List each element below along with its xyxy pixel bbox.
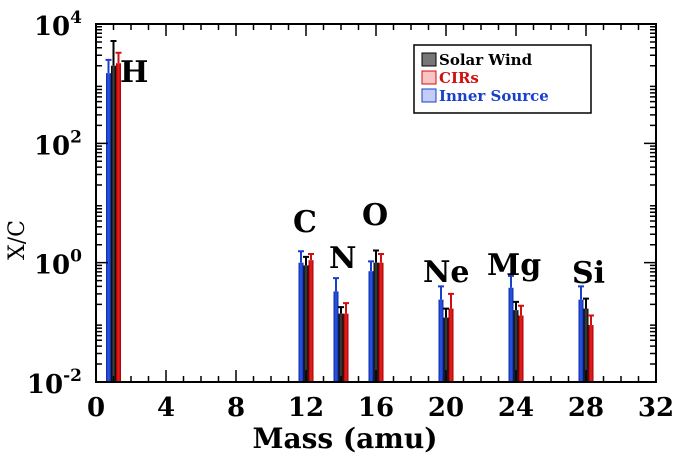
element-label-ne: Ne	[423, 255, 470, 290]
bar-inner-source-20	[438, 299, 444, 382]
x-tick-label-0: 0	[87, 393, 105, 423]
legend-swatch-solar-wind	[421, 52, 437, 67]
x-tick-label-4: 4	[157, 393, 175, 423]
x-tick-label-12: 12	[288, 393, 324, 423]
bar-inner-source-16	[368, 271, 374, 382]
error-bar-inner-source-28	[578, 285, 584, 300]
plot-frame	[95, 23, 657, 383]
y-tick-label--2: 10-2	[27, 366, 82, 400]
y-axis-title: X/C	[5, 220, 30, 260]
error-bar-solar-wind-16	[373, 249, 379, 263]
error-bar-inner-source-24	[508, 274, 514, 288]
y-tick-labels: 10-2 100 102 104	[27, 8, 82, 400]
x-tick-label-32: 32	[638, 393, 674, 423]
bar-cirs-14	[343, 313, 349, 382]
legend-swatch-cirs	[421, 70, 437, 85]
error-bar-cirs-16	[378, 252, 384, 263]
legend-label-cirs: CIRs	[439, 69, 479, 87]
x-tick-label-20: 20	[428, 393, 464, 423]
error-bar-cirs-12	[308, 252, 314, 261]
x-tick-label-24: 24	[498, 393, 534, 423]
bar-cirs-12	[308, 260, 314, 382]
error-bars	[105, 39, 594, 326]
bar-solar-wind-1	[111, 65, 116, 383]
element-label-o: O	[362, 198, 388, 233]
error-bar-solar-wind-28	[583, 297, 589, 309]
bar-solar-wind-12	[303, 265, 309, 382]
x-tick-label-16: 16	[358, 393, 394, 423]
element-label-si: Si	[572, 256, 605, 291]
bar-cirs-1	[116, 63, 121, 383]
element-label-mg: Mg	[487, 248, 541, 283]
bar-solar-wind-24	[513, 310, 519, 382]
error-bar-inner-source-14	[333, 277, 339, 292]
legend-swatch-inner-source	[421, 88, 437, 103]
bar-solar-wind-16	[373, 262, 379, 382]
bar-solar-wind-14	[338, 313, 344, 382]
element-label-h: H	[120, 55, 148, 90]
bar-inner-source-1	[106, 73, 111, 383]
legend: Solar Wind CIRs Inner Source	[413, 44, 592, 114]
y-tick-label-4: 104	[34, 8, 82, 42]
error-bar-cirs-1	[115, 51, 122, 64]
error-bar-solar-wind-1	[110, 39, 117, 66]
bar-cirs-16	[378, 262, 384, 382]
error-bar-cirs-28	[588, 314, 594, 326]
bar-solar-wind-20	[443, 317, 449, 382]
error-bar-cirs-20	[448, 292, 454, 309]
bar-solar-wind-28	[583, 308, 589, 382]
legend-box	[413, 44, 592, 114]
error-bar-solar-wind-20	[443, 307, 449, 318]
legend-label-solar-wind: Solar Wind	[439, 51, 533, 69]
error-bar-solar-wind-24	[513, 300, 519, 311]
error-bar-solar-wind-12	[303, 255, 309, 266]
legend-label-inner-source: Inner Source	[439, 87, 549, 105]
bar-inner-source-12	[298, 262, 304, 382]
element-label-c: C	[293, 205, 317, 240]
error-bar-inner-source-12	[298, 250, 304, 263]
x-tick-label-28: 28	[568, 393, 604, 423]
error-bar-inner-source-16	[368, 260, 374, 272]
error-bar-inner-source-20	[438, 285, 444, 300]
error-bar-cirs-24	[518, 304, 524, 316]
element-label-n: N	[329, 241, 356, 276]
error-bar-solar-wind-14	[338, 306, 344, 314]
x-tick-labels: 0 4 8 12 16 20 24 28 32	[87, 393, 674, 423]
bar-inner-source-28	[578, 299, 584, 382]
bar-cirs-20	[448, 308, 454, 382]
y-tick-label-0: 100	[34, 247, 82, 281]
y-tick-label-2: 102	[34, 127, 82, 161]
bar-cirs-24	[518, 315, 524, 382]
bar-cirs-28	[588, 325, 594, 382]
error-bar-inner-source-1	[105, 58, 112, 74]
error-bar-cirs-14	[343, 302, 349, 314]
data-bars	[106, 63, 594, 383]
bar-inner-source-14	[333, 291, 339, 382]
element-labels: H CNO Ne Mg Si	[120, 55, 605, 291]
x-axis-title: Mass (amu)	[252, 422, 437, 455]
x-tick-label-8: 8	[227, 393, 245, 423]
bar-inner-source-24	[508, 287, 514, 382]
